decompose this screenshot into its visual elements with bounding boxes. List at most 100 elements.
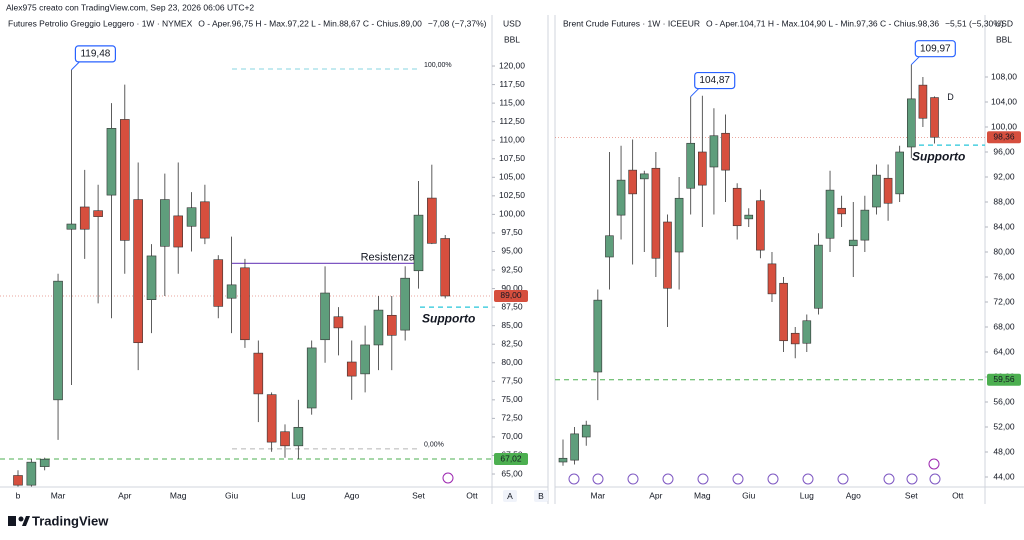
candle-body [226,284,237,299]
candle-body [663,221,672,289]
callout-label: 119,48 [80,49,110,60]
candle-body [686,142,696,189]
level-axis-label: 67,02 [500,453,522,463]
axis-currency: USD [503,18,521,28]
x-tick-label: Lug [800,490,814,500]
candle-body [386,314,397,336]
level-name: Supporto [912,149,965,163]
x-tick-label: Ago [846,490,861,500]
callout-box [694,71,736,90]
y-tick-label: 75,00 [501,394,523,404]
x-tick-label: Ott [466,490,478,500]
x-tick-label: b [16,490,21,500]
y-tick-label: 80,00 [993,246,1015,256]
candle-body [814,244,823,309]
x-tick-label: Ott [952,490,964,500]
candle-body [709,135,719,168]
candle-body [200,201,210,239]
legend-ohlc: O - Aper.104,71 H - Max.104,90 L - Min.9… [706,18,939,28]
y-tick-label: 102,50 [499,190,525,200]
level-name: 100,00% [424,62,452,69]
event-icon [442,472,454,484]
event-icon [627,473,639,485]
candle-body [930,97,939,138]
candle-body [120,119,130,241]
candle-body [558,457,568,463]
scale-button[interactable] [503,490,517,502]
event-icon [906,473,918,485]
y-tick-label: 72,00 [993,296,1015,306]
candle-body [266,394,277,443]
y-tick-label: 90,00 [501,283,523,293]
scale-button[interactable] [534,490,548,502]
x-tick-label: Apr [649,490,662,500]
y-tick-label: 95,00 [501,246,523,256]
event-icon [883,473,895,485]
y-tick-label: 108,00 [991,71,1017,81]
x-tick-label: Apr [118,490,131,500]
candle-body [651,167,661,259]
y-tick-label: 84,00 [993,221,1015,231]
event-icon [837,473,849,485]
legend-change: −7,08 (−7,37%) [428,18,487,28]
candle-body [400,277,410,331]
legend-symbol: Brent Crude Futures · 1W · ICEEUR [563,18,700,28]
candle-body [906,98,916,148]
x-tick-label: Set [905,490,918,500]
y-tick-label: 112,50 [499,116,525,126]
event-icon [928,458,940,470]
callout-pointer [690,88,700,97]
candle-body [790,332,800,345]
y-tick-label: 76,00 [993,271,1015,281]
candle-body [848,239,858,247]
candle-body [93,210,103,217]
y-tick-label: 52,00 [993,421,1015,431]
candle-body [918,84,928,119]
level-name: Supporto [422,311,475,325]
y-tick-label: 72,50 [501,413,523,423]
candle-body [779,282,788,342]
level-name: 0,00% [424,442,444,449]
candle-body [744,214,754,220]
y-tick-label: 100,00 [499,209,525,219]
last-price-badge [987,131,1021,144]
axis-currency: USD [995,18,1013,28]
event-icon [767,473,779,485]
y-tick-label: 110,00 [499,134,525,144]
candle-body [306,347,317,409]
candle-body [872,174,881,208]
candle-body [13,475,23,486]
axis-unit: BBL [996,34,1012,44]
candle-body [333,316,344,329]
y-tick-label: 87,50 [501,301,523,311]
callout-pointer [910,56,920,66]
candle-body [413,214,424,272]
y-tick-label: 96,00 [993,146,1015,156]
candle-body [837,207,846,215]
event-icon [929,473,941,485]
candle-body [293,426,304,447]
y-tick-label: 88,00 [993,196,1015,206]
event-icon [592,473,604,485]
y-tick-label: 85,00 [501,320,523,330]
candle-body [373,309,384,346]
x-tick-label: Mar [591,490,606,500]
scale-button-label[interactable]: B [538,491,544,501]
x-tick-label: Giu [742,490,756,500]
candle-body [593,299,603,373]
event-icon [697,473,709,485]
candle-body [440,238,451,297]
attribution: Alex975 creato con TradingView.com, Sep … [6,2,254,12]
scale-button-label[interactable]: A [507,491,513,501]
y-tick-label: 92,50 [501,264,523,274]
y-tick-label: 48,00 [993,446,1015,456]
logo-mark [22,516,30,526]
candle-body [240,267,250,341]
candle-body [213,259,224,307]
candle-body [280,431,290,447]
event-icon [568,473,580,485]
y-tick-label: 115,00 [499,97,525,107]
y-tick-label: 68,00 [993,321,1015,331]
x-tick-label: Mag [694,490,711,500]
